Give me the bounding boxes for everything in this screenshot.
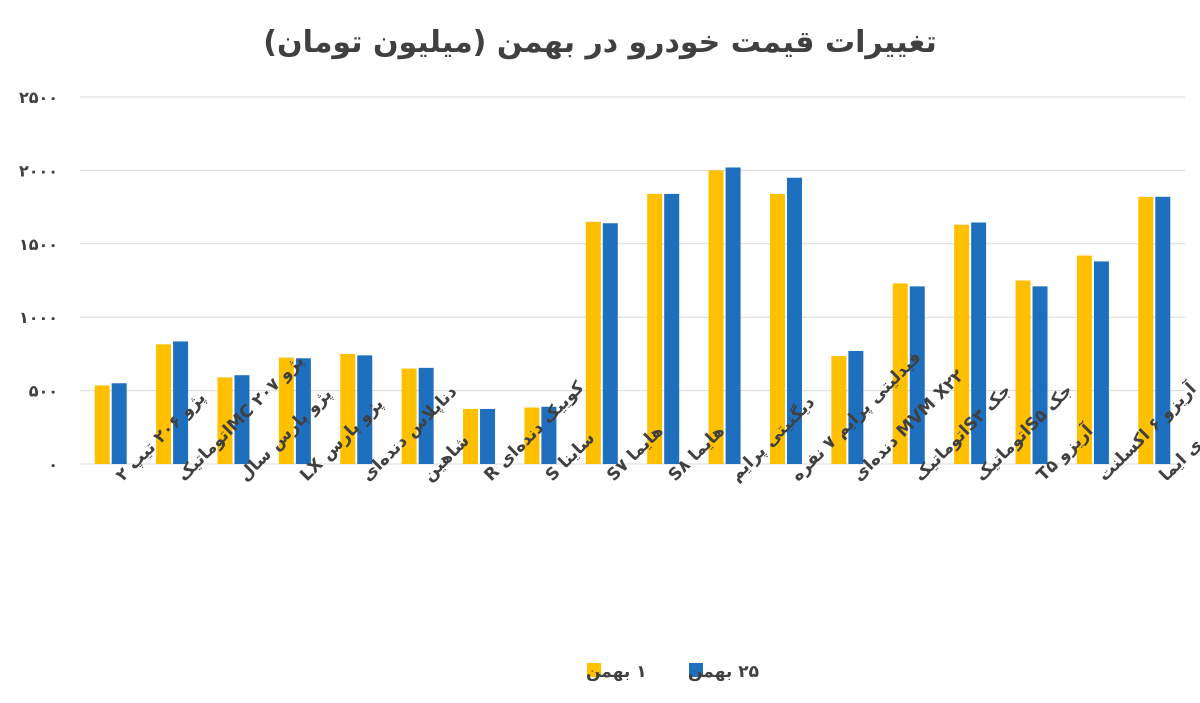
bar-series1-2 bbox=[156, 344, 172, 464]
bar-series2-2 bbox=[173, 341, 189, 464]
bar-series2-10 bbox=[664, 193, 680, 464]
legend-label: ۲۵ بهمن bbox=[688, 662, 759, 682]
bar-series1-8 bbox=[524, 407, 540, 464]
bar-series1-5 bbox=[340, 353, 356, 464]
y-tick-label: ۱۰۰۰ bbox=[19, 308, 58, 327]
bar-series1-11 bbox=[708, 170, 724, 464]
y-tick-label: ۲۰۰۰ bbox=[19, 161, 58, 180]
bars bbox=[94, 167, 1171, 465]
bar-series1-7 bbox=[463, 408, 479, 464]
bar-series1-14 bbox=[892, 283, 908, 464]
bar-series1-13 bbox=[831, 356, 847, 464]
bar-series1-3 bbox=[217, 377, 233, 464]
bar-series2-8 bbox=[541, 406, 557, 464]
y-tick-label: ۱۵۰۰ bbox=[19, 235, 58, 254]
legend-swatch bbox=[587, 663, 601, 677]
bar-series2-7 bbox=[480, 408, 496, 464]
bar-series1-18 bbox=[1138, 196, 1154, 464]
bar-series1-9 bbox=[585, 221, 601, 464]
bar-series2-15 bbox=[971, 222, 987, 464]
bar-series2-4 bbox=[295, 358, 311, 464]
bar-series1-16 bbox=[1015, 280, 1031, 464]
bar-series1-1 bbox=[94, 385, 110, 464]
x-tick-label: MVM X۲۲ دنده‌ای bbox=[849, 366, 969, 486]
grid-lines bbox=[80, 96, 1185, 465]
bar-series2-9 bbox=[602, 223, 618, 464]
legend-swatch bbox=[689, 663, 703, 677]
bar-series2-12 bbox=[786, 177, 802, 465]
bar-series2-14 bbox=[909, 286, 925, 464]
bar-series2-5 bbox=[357, 355, 373, 464]
bar-series2-6 bbox=[418, 367, 434, 464]
bar-series1-12 bbox=[769, 193, 785, 464]
bar-series2-1 bbox=[111, 383, 127, 464]
y-tick-label: ۲۵۰۰ bbox=[19, 88, 58, 107]
bar-series2-18 bbox=[1155, 196, 1171, 464]
y-tick-label: ۰ bbox=[48, 455, 58, 474]
legend: ۲۵ بهمن ۱ بهمن bbox=[586, 662, 759, 682]
bar-series2-3 bbox=[234, 375, 250, 464]
bar-series2-17 bbox=[1093, 261, 1109, 464]
x-tick-label: کوییک دنده‌ای R bbox=[480, 378, 588, 486]
y-tick-label: ۵۰۰ bbox=[29, 382, 58, 401]
bar-series1-17 bbox=[1076, 255, 1092, 464]
bar-series2-16 bbox=[1032, 286, 1048, 464]
bar-series1-10 bbox=[647, 193, 663, 464]
bar-series1-15 bbox=[954, 224, 970, 464]
y-axis-ticks: ۰ ۵۰۰ ۱۰۰۰ ۱۵۰۰ ۲۰۰۰ ۲۵۰۰ bbox=[19, 88, 58, 474]
bar-series1-4 bbox=[278, 357, 294, 464]
legend-label: ۱ بهمن bbox=[586, 662, 647, 682]
bar-series2-11 bbox=[725, 167, 741, 465]
bar-series1-6 bbox=[401, 368, 417, 464]
bar-series2-13 bbox=[848, 350, 864, 464]
chart-title: تغییرات قیمت خودرو در بهمن (میلیون تومان… bbox=[263, 25, 936, 60]
